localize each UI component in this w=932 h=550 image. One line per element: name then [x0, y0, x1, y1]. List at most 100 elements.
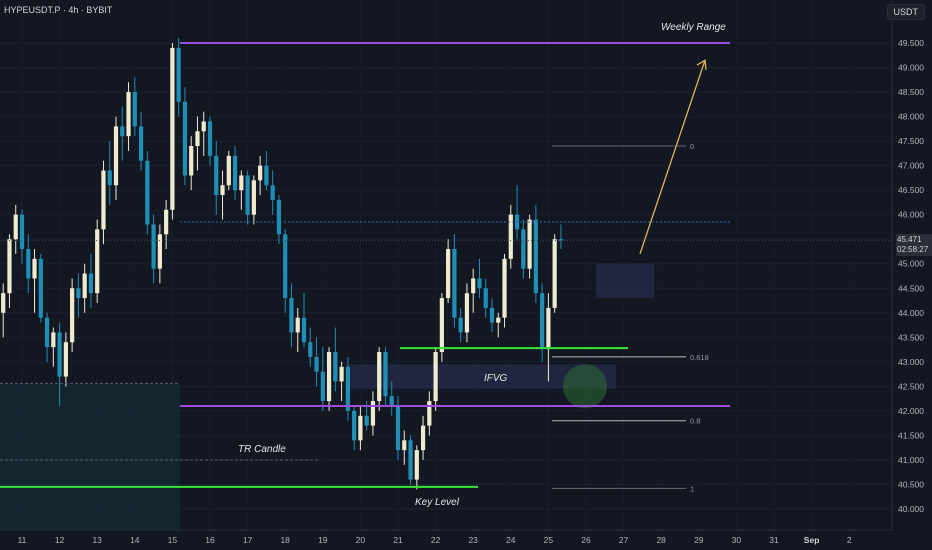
candle[interactable] [452, 234, 457, 328]
candle[interactable] [477, 258, 482, 299]
candle[interactable] [464, 283, 470, 343]
candle[interactable] [489, 298, 495, 333]
fib-level-label: 1 [690, 484, 694, 493]
candle[interactable] [182, 87, 188, 186]
candle[interactable] [258, 155, 263, 196]
candle[interactable] [239, 170, 244, 210]
candle[interactable] [7, 234, 12, 308]
candle[interactable] [26, 234, 31, 294]
candle[interactable] [44, 312, 50, 362]
candle[interactable] [508, 204, 513, 269]
candle[interactable] [126, 82, 131, 151]
candle[interactable] [414, 445, 419, 490]
candle[interactable] [283, 229, 288, 313]
candle[interactable] [527, 214, 532, 279]
candle[interactable] [151, 214, 156, 284]
candle[interactable] [558, 224, 564, 250]
candle[interactable] [289, 283, 294, 348]
candle[interactable] [19, 209, 25, 264]
candle[interactable] [370, 391, 376, 436]
candles[interactable] [1, 38, 564, 490]
candle[interactable] [195, 116, 200, 171]
candle[interactable] [138, 111, 144, 171]
candle[interactable] [420, 415, 426, 460]
candle[interactable] [251, 175, 256, 225]
candle[interactable] [345, 356, 350, 421]
candle[interactable] [245, 170, 250, 225]
candle[interactable] [95, 219, 100, 303]
candle[interactable] [377, 347, 382, 411]
candle[interactable] [333, 327, 338, 392]
candle[interactable] [383, 347, 388, 406]
candle[interactable] [232, 146, 238, 200]
candle[interactable] [88, 253, 94, 308]
candle[interactable] [389, 381, 394, 416]
candle[interactable] [107, 141, 112, 205]
candle[interactable] [446, 239, 451, 303]
candle-body [395, 405, 401, 451]
candle[interactable] [301, 293, 307, 348]
candle[interactable] [214, 141, 219, 215]
candle[interactable] [170, 43, 175, 220]
candle[interactable] [439, 293, 444, 362]
candle[interactable] [145, 150, 150, 235]
candle[interactable] [201, 111, 206, 156]
candle[interactable] [314, 337, 319, 387]
candle[interactable] [433, 347, 438, 411]
candle[interactable] [120, 106, 125, 161]
candle-body [508, 214, 513, 259]
candle[interactable] [220, 170, 225, 220]
candle[interactable] [552, 234, 557, 313]
candle[interactable] [546, 293, 551, 382]
candle[interactable] [101, 160, 106, 245]
candle[interactable] [502, 253, 507, 328]
candle[interactable] [521, 219, 526, 279]
candle[interactable] [483, 278, 488, 318]
candle[interactable] [226, 150, 231, 191]
candle[interactable] [270, 170, 275, 215]
symbol-info[interactable]: HYPEUSDT.P · 4h · BYBIT [4, 5, 113, 15]
candle[interactable] [1, 283, 6, 338]
candle[interactable] [326, 347, 332, 411]
currency-button[interactable]: USDT [886, 4, 925, 20]
price-axis[interactable]: 49.500 49.000 48.500 48.000 47.500 47.000 46.5… [898, 38, 924, 514]
candle[interactable] [176, 38, 181, 117]
candle[interactable] [276, 195, 282, 245]
candle[interactable] [132, 77, 137, 137]
time-axis[interactable]: 11 12 13 14 15 16 17 18 19 20 21 22 23 24 25 26 27 28 29 30… [18, 535, 852, 545]
candle[interactable] [308, 327, 313, 367]
candle[interactable] [458, 307, 463, 343]
projection-arrow[interactable] [639, 59, 706, 255]
candle[interactable] [157, 224, 162, 284]
candle[interactable] [295, 307, 300, 353]
candle[interactable] [471, 268, 476, 313]
candle[interactable] [57, 322, 62, 406]
candle[interactable] [358, 405, 363, 451]
candle[interactable] [82, 263, 87, 313]
candle[interactable] [13, 204, 18, 254]
candle[interactable] [533, 204, 538, 303]
candle[interactable] [207, 116, 213, 166]
candle-body [95, 229, 100, 294]
price-tick-label: 42.000 [898, 406, 924, 416]
candle[interactable] [496, 312, 501, 338]
candle[interactable] [408, 435, 413, 485]
candle[interactable] [32, 249, 37, 313]
candle[interactable] [164, 199, 169, 250]
candle[interactable] [51, 327, 56, 367]
candle[interactable] [264, 150, 269, 191]
candle[interactable] [352, 405, 357, 451]
candle[interactable] [339, 361, 344, 402]
candle[interactable] [427, 391, 432, 436]
candle[interactable] [63, 332, 68, 387]
candle[interactable] [320, 347, 325, 411]
candle-body [452, 249, 457, 318]
time-tick-label: 22 [431, 535, 441, 545]
candle[interactable] [402, 430, 407, 465]
candle[interactable] [113, 116, 119, 200]
candle[interactable] [70, 278, 75, 353]
candle[interactable] [76, 273, 81, 318]
candle[interactable] [38, 253, 43, 323]
candle[interactable] [189, 136, 194, 191]
